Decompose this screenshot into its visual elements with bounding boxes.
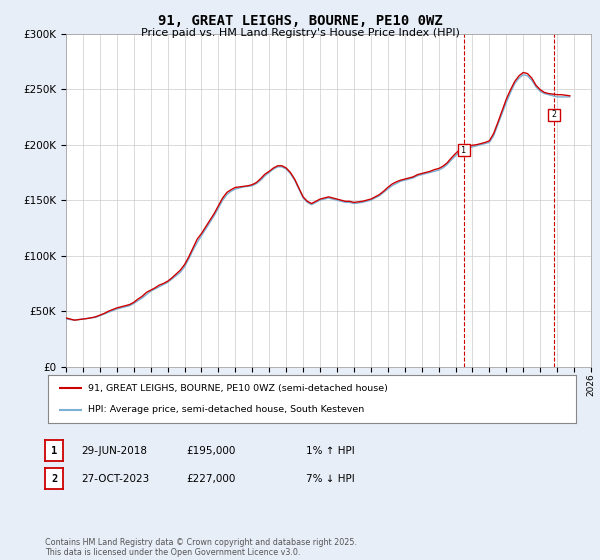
Text: 27-OCT-2023: 27-OCT-2023: [81, 474, 149, 484]
Text: 2: 2: [551, 110, 557, 119]
Text: 91, GREAT LEIGHS, BOURNE, PE10 0WZ (semi-detached house): 91, GREAT LEIGHS, BOURNE, PE10 0WZ (semi…: [88, 384, 388, 393]
Text: 2: 2: [51, 474, 57, 484]
Text: Price paid vs. HM Land Registry's House Price Index (HPI): Price paid vs. HM Land Registry's House …: [140, 28, 460, 38]
Text: Contains HM Land Registry data © Crown copyright and database right 2025.
This d: Contains HM Land Registry data © Crown c…: [45, 538, 357, 557]
Text: 29-JUN-2018: 29-JUN-2018: [81, 446, 147, 456]
Text: HPI: Average price, semi-detached house, South Kesteven: HPI: Average price, semi-detached house,…: [88, 405, 364, 414]
Text: £227,000: £227,000: [186, 474, 235, 484]
Text: £195,000: £195,000: [186, 446, 235, 456]
Text: 1: 1: [51, 446, 57, 456]
Text: 91, GREAT LEIGHS, BOURNE, PE10 0WZ: 91, GREAT LEIGHS, BOURNE, PE10 0WZ: [158, 14, 442, 28]
Text: 7% ↓ HPI: 7% ↓ HPI: [306, 474, 355, 484]
Text: 1: 1: [461, 146, 466, 155]
Text: 1% ↑ HPI: 1% ↑ HPI: [306, 446, 355, 456]
